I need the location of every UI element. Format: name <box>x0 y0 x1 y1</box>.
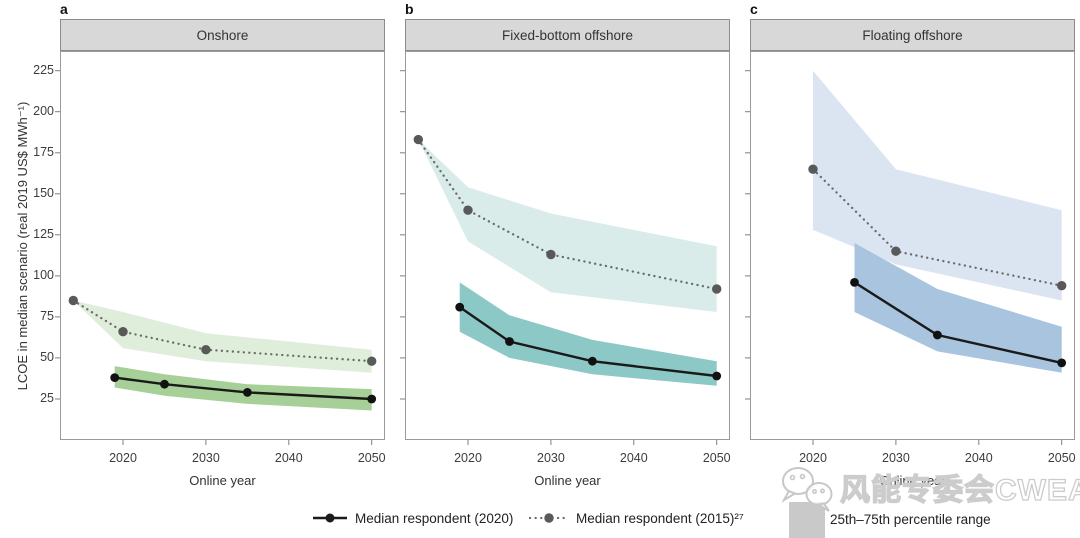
median-2020-line-sample-icon <box>313 513 347 523</box>
x-tick-label: 2020 <box>109 451 137 465</box>
panel-title-fixed-bottom: Fixed-bottom offshore <box>501 27 634 43</box>
data-point-marker <box>1057 281 1067 291</box>
median-2015-dotted-sample-icon <box>529 513 569 523</box>
panel-title-onshore: Onshore <box>196 27 249 43</box>
y-tick-label: 25 <box>40 391 54 406</box>
plot-frame <box>405 51 730 440</box>
data-point-marker <box>68 295 78 306</box>
plot-onshore <box>55 51 385 445</box>
data-point-marker <box>413 134 423 145</box>
panel-letter-a: a <box>60 1 68 17</box>
x-tick-label: 2040 <box>619 451 648 465</box>
x-axis-title-floating: Online year <box>879 473 946 488</box>
wechat-eye-icon <box>819 488 825 494</box>
data-point-marker <box>110 373 120 382</box>
x-tick-label: 2040 <box>274 451 303 465</box>
x-tick-label: 2050 <box>1047 451 1076 465</box>
wechat-small-bubble <box>805 482 833 506</box>
y-tick-label: 125 <box>33 227 54 242</box>
y-tick-label: 75 <box>40 309 54 324</box>
wechat-big-bubble <box>782 467 814 495</box>
percentile-band <box>418 139 717 312</box>
x-tick-label: 2030 <box>192 451 220 465</box>
wechat-big-bubble-tail <box>781 489 798 503</box>
data-point-marker <box>588 356 597 366</box>
wechat-eye-icon <box>811 488 817 494</box>
data-point-marker <box>505 337 514 346</box>
data-point-marker <box>850 278 859 287</box>
panel-title-floating: Floating offshore <box>862 27 963 43</box>
data-point-marker <box>367 394 377 404</box>
data-point-marker <box>243 388 252 397</box>
x-tick-label: 2040 <box>964 451 993 465</box>
median-2020-line <box>459 306 717 378</box>
legend-label-median-2015: Median respondent (2015)²⁷ <box>576 510 744 526</box>
data-point-marker <box>160 379 169 389</box>
plot-frame <box>750 51 1075 440</box>
y-tick-label: 50 <box>40 350 54 365</box>
y-tick-label: 150 <box>33 186 54 201</box>
x-tick-label: 2020 <box>454 451 482 465</box>
percentile-band <box>854 243 1062 373</box>
wechat-eye-icon <box>789 474 796 481</box>
y-tick-label: 175 <box>33 145 54 160</box>
legend-2020-sample-marker <box>325 513 335 523</box>
data-point-marker <box>118 327 128 337</box>
plot-fixed-bottom <box>400 51 730 445</box>
y-tick-label: 225 <box>33 63 54 78</box>
panel-header-fixed-bottom: Fixed-bottom offshore <box>405 19 730 51</box>
legend-2015-sample-marker <box>544 513 554 523</box>
data-point-marker <box>712 284 722 294</box>
legend-item-median-2015: Median respondent (2015)²⁷ <box>529 510 744 526</box>
median-2015-line <box>72 299 373 363</box>
median-2020-line <box>114 376 372 401</box>
x-tick-label: 2020 <box>799 451 827 465</box>
panel-letter-b: b <box>405 1 414 17</box>
x-tick-label: 2030 <box>537 451 565 465</box>
median-2015-line <box>417 138 718 291</box>
panel-header-onshore: Onshore <box>60 19 385 51</box>
data-point-marker <box>463 205 473 215</box>
percentile-band <box>73 300 372 373</box>
legend-label-percentile-range: 25th–75th percentile range <box>830 512 991 527</box>
data-point-marker <box>712 371 722 381</box>
percentile-range-swatch <box>789 502 825 538</box>
watermark: 风能专委会CWEA <box>778 464 1080 514</box>
y-tick-label: 100 <box>33 268 54 283</box>
percentile-band <box>813 70 1062 301</box>
data-point-marker <box>455 302 465 312</box>
data-point-marker <box>201 345 211 355</box>
x-tick-label: 2050 <box>702 451 731 465</box>
data-point-marker <box>367 356 377 366</box>
data-point-marker <box>808 164 818 174</box>
panel-header-floating: Floating offshore <box>750 19 1075 51</box>
plot-floating <box>745 51 1075 445</box>
y-tick-label: 200 <box>33 104 54 119</box>
wechat-small-bubble-tail <box>815 502 830 512</box>
data-point-marker <box>933 330 942 340</box>
panel-letter-c: c <box>750 1 758 17</box>
legend-label-median-2020: Median respondent (2020) <box>355 510 514 526</box>
data-point-marker <box>891 246 901 256</box>
data-point-marker <box>1057 358 1067 368</box>
x-axis-title-onshore: Online year <box>189 473 256 488</box>
wechat-eye-icon <box>799 473 806 480</box>
watermark-text: 风能专委会CWEA <box>839 473 1080 507</box>
percentile-band <box>114 366 372 411</box>
data-point-marker <box>546 249 556 260</box>
percentile-band <box>459 282 717 386</box>
wechat-logo-icon <box>781 467 833 512</box>
plot-frame <box>60 51 385 440</box>
x-axis-title-fixed-bottom: Online year <box>534 473 601 488</box>
x-tick-label: 2030 <box>882 451 910 465</box>
x-tick-label: 2050 <box>357 451 386 465</box>
legend-item-median-2020: Median respondent (2020) <box>312 510 513 526</box>
